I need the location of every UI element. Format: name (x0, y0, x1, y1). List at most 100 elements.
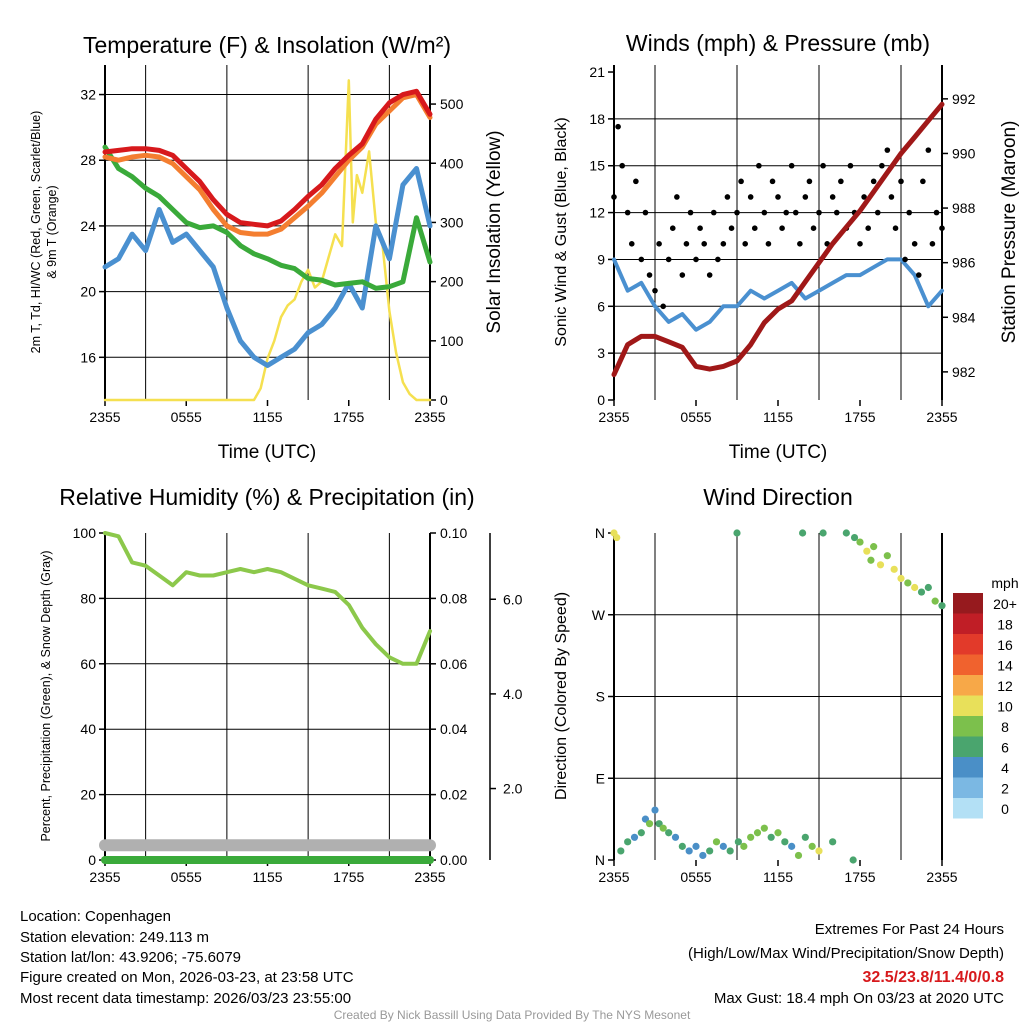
y2-tick-label: 0 (440, 392, 448, 408)
gust-point (874, 209, 881, 216)
wind-direction-point (624, 838, 632, 846)
y2-tick-label: 0.06 (440, 656, 467, 672)
wind-direction-point (890, 565, 898, 573)
y2-tick-label: 0.08 (440, 590, 467, 606)
gust-point (619, 162, 625, 169)
gust-point (802, 194, 809, 200)
wind-direction-point (904, 579, 912, 587)
wind-direction-y-label: Direction (Colored By Speed) (553, 592, 570, 800)
gust-point (751, 225, 758, 232)
gust-point (742, 241, 748, 247)
humidity-y-label: Percent, Precipitation (Green), & Snow D… (39, 550, 53, 841)
wind-direction-point (651, 806, 659, 814)
gust-point (833, 209, 840, 216)
gust-point (710, 209, 717, 216)
legend-label: 2 (1001, 781, 1009, 797)
gust-point (669, 225, 676, 232)
y2-tick-label: 992 (952, 91, 976, 107)
gust-point (652, 287, 658, 294)
extremes-values: 32.5/23.8/11.4/0/0.8 (863, 969, 1005, 986)
gust-point (820, 162, 826, 169)
x-tick-label: 1155 (763, 869, 793, 885)
y-tick-label: N (595, 852, 605, 868)
gust-point (693, 256, 699, 263)
y-tick-label: 24 (80, 218, 96, 234)
x-tick-label: 2355 (598, 869, 629, 885)
wind-direction-point (794, 851, 803, 860)
wind-direction-point (678, 842, 686, 850)
legend-label: 10 (997, 699, 1013, 715)
y2-tick-label: 982 (952, 364, 976, 380)
gust-point (615, 123, 621, 130)
x-tick-label: 2355 (414, 869, 445, 885)
y-tick-label: N (595, 525, 605, 541)
winds-chart-title: Winds (mph) & Pressure (mb) (626, 30, 930, 56)
y-tick-label: 15 (589, 158, 605, 174)
info-recent: Most recent data timestamp: 2026/03/23 2… (20, 990, 351, 1007)
wind-direction-point (808, 842, 816, 850)
info-location: Location: Copenhagen (20, 908, 171, 925)
gust-point (884, 147, 891, 153)
gust-point (734, 209, 740, 216)
gust-point (847, 162, 854, 169)
wind-direction-point (867, 556, 875, 564)
gust-point (628, 241, 635, 247)
legend-swatch (953, 798, 983, 819)
wind-direction-point (842, 529, 850, 537)
x-tick-label: 2355 (598, 409, 629, 425)
legend-swatch (953, 654, 983, 675)
gust-point (861, 194, 867, 200)
x-tick-label: 2355 (926, 869, 957, 885)
wind-direction-point (760, 824, 768, 832)
sonic-wind-line (612, 257, 944, 332)
x-tick-label: 1155 (763, 409, 793, 425)
gust-point (720, 241, 727, 247)
gust-point (902, 256, 908, 263)
gust-point (728, 225, 735, 232)
extremes-subtitle: (High/Low/Max Wind/Precipitation/Snow De… (688, 945, 1004, 962)
legend-unit: mph (991, 575, 1018, 591)
wind-direction-point (829, 838, 837, 846)
gust-point (810, 225, 817, 232)
wind-direction-point (637, 829, 645, 837)
credit: Created By Nick Bassill Using Data Provi… (334, 1008, 691, 1022)
wind-direction-point (897, 574, 905, 583)
x-tick-label: 1155 (252, 409, 282, 425)
wind-direction-point (801, 833, 809, 841)
x-tick-label: 1755 (333, 869, 364, 885)
y-tick-label: 12 (589, 205, 605, 221)
y-tick-label: 100 (73, 525, 97, 541)
wind-direction-point (753, 829, 762, 837)
gust-point (920, 178, 926, 185)
x-tick-label: 0555 (171, 409, 202, 425)
wind-direction-point (665, 829, 673, 837)
extremes-title: Extremes For Past 24 Hours (815, 921, 1004, 938)
x-tick-label: 2355 (926, 409, 957, 425)
gust-point (783, 209, 789, 216)
gust-point (906, 209, 912, 216)
gust-point (642, 209, 649, 216)
gust-point (797, 241, 803, 247)
legend-label: 4 (1001, 760, 1009, 776)
gust-point (816, 209, 822, 216)
wind-direction-point (931, 597, 939, 605)
wind-direction-point (726, 847, 734, 855)
gust-point (633, 178, 639, 185)
wind-direction-point (685, 847, 693, 855)
gust-point (788, 162, 795, 169)
temperature-y2-label: Solar Insolation (Yellow) (484, 130, 505, 333)
gust-point (911, 241, 918, 247)
y2-tick-label: 0.04 (440, 721, 467, 737)
wind-direction-point (856, 538, 864, 546)
y2-tick-label: 100 (440, 333, 464, 349)
wind-direction-point (740, 842, 748, 850)
humidity-chart-title: Relative Humidity (%) & Precipitation (i… (59, 484, 474, 510)
y-tick-label: 28 (80, 152, 96, 168)
snow-depth-tick-label: 6.0 (503, 591, 523, 607)
relative-humidity-line (103, 531, 432, 666)
gust-point (665, 256, 672, 263)
wind-direction-point (924, 583, 932, 592)
gust-point (761, 209, 768, 216)
legend-swatch (953, 695, 983, 716)
wind-direction-point (699, 851, 707, 860)
